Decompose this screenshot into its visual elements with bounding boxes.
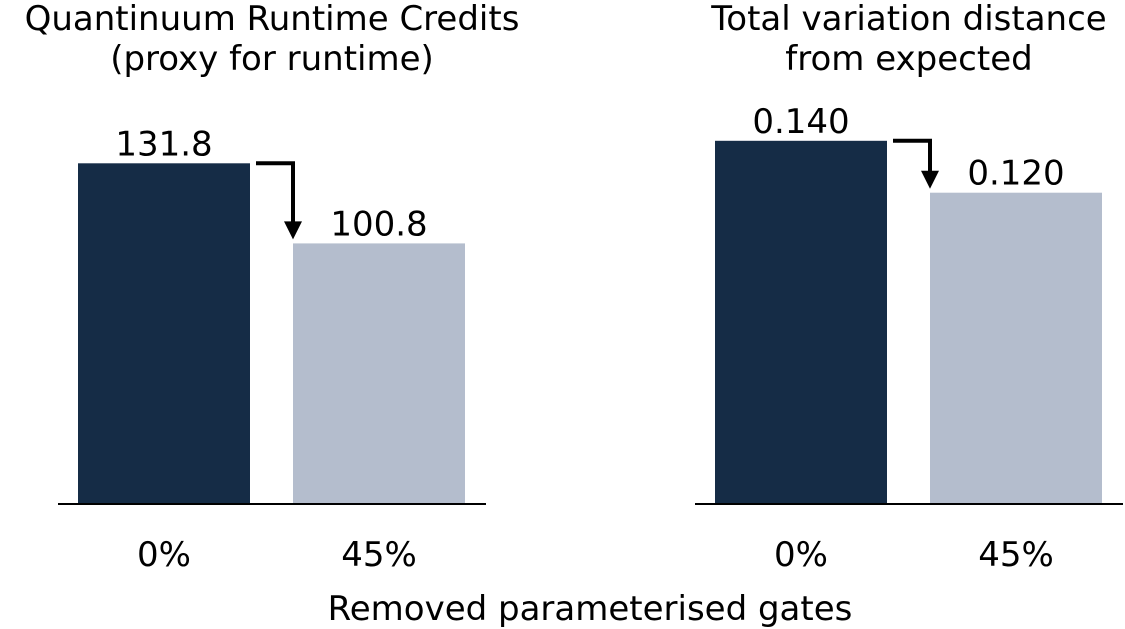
- x-tick-label-0: 0%: [137, 535, 191, 575]
- figure-x-axis-label: Removed parameterised gates: [328, 589, 853, 629]
- decrease-arrow: [893, 138, 935, 182]
- bar-45: [293, 243, 465, 504]
- x-tick-label-0: 0%: [774, 535, 828, 575]
- bar-value-label-45: 100.8: [330, 204, 427, 244]
- decrease-arrow-head: [921, 170, 939, 189]
- chart-panel-runtime-credits: Quantinuum Runtime Credits(proxy for run…: [25, 0, 520, 575]
- bar-value-label-45: 0.120: [967, 154, 1064, 194]
- chart-title-line-2: from expected: [785, 39, 1032, 79]
- x-tick-label-45: 45%: [978, 535, 1054, 575]
- bar-45: [930, 192, 1102, 504]
- chart-title-line-1: Quantinuum Runtime Credits: [25, 0, 520, 39]
- x-tick-label-45: 45%: [341, 535, 417, 575]
- chart-title-line-1: Total variation distance: [710, 0, 1106, 39]
- chart-title-line-2: (proxy for runtime): [110, 39, 434, 79]
- bar-value-label-0: 131.8: [115, 124, 212, 164]
- decrease-arrow: [256, 161, 298, 233]
- bar-0: [78, 163, 250, 505]
- decrease-arrow-head: [284, 221, 302, 240]
- bar-value-label-0: 0.140: [752, 102, 849, 142]
- bar-0: [715, 140, 887, 505]
